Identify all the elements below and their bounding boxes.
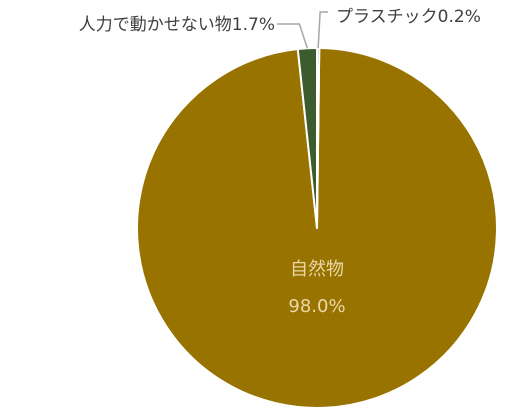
slice-label-1: 自然物 (290, 259, 344, 280)
leader-line-2 (277, 23, 309, 49)
slice-label-3: プラスチック0.2% (336, 7, 481, 27)
slice-label-2: 人力で動かせない物1.7% (79, 15, 275, 35)
slice-value-label-1: 98.0% (288, 296, 345, 317)
leader-line-3 (317, 11, 328, 49)
